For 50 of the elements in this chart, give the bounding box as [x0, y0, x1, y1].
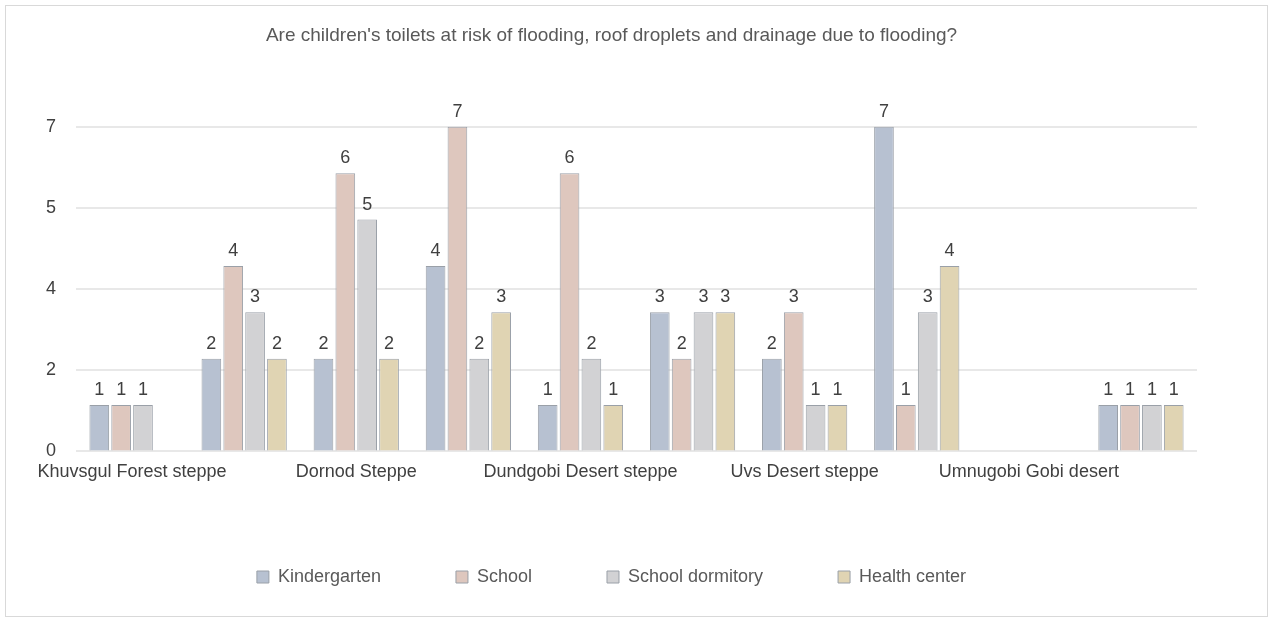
data-label: 1	[608, 379, 619, 399]
data-label: 1	[1168, 379, 1179, 399]
data-label: 2	[271, 332, 282, 353]
data-label: 2	[206, 332, 217, 353]
data-label: 3	[788, 286, 799, 307]
data-label: 3	[720, 286, 731, 307]
legend-label: School dormitory	[628, 565, 764, 586]
y-tick-label: 7	[46, 115, 57, 136]
legend-label: Kindergarten	[277, 565, 381, 586]
legend-label: Health center	[859, 565, 967, 586]
data-label: 4	[228, 239, 239, 260]
data-label: 1	[94, 379, 105, 399]
data-label: 2	[318, 332, 329, 353]
x-tick-label: Umnugobi Gobi desert	[938, 461, 1119, 482]
data-label: 3	[922, 286, 933, 307]
data-label: 3	[250, 286, 261, 307]
x-tick-label: Uvs Desert steppe	[730, 461, 879, 482]
data-label: 6	[340, 147, 351, 168]
data-label: 1	[137, 379, 148, 399]
data-label: 2	[586, 332, 597, 353]
y-tick-label: 4	[46, 278, 57, 299]
data-label: 2	[384, 332, 395, 353]
data-label: 6	[564, 147, 575, 168]
data-label: 4	[430, 239, 441, 260]
data-label: 1	[810, 379, 821, 399]
chart-title: Are children's toilets at risk of flooding, roof droplets and drainage due to flooding?	[265, 23, 958, 45]
x-tick-label: Khuvsgul Forest steppe	[37, 461, 227, 482]
y-tick-label: 5	[46, 196, 57, 217]
data-label: 1	[832, 379, 843, 399]
data-label: 2	[474, 332, 485, 353]
data-label: 3	[496, 286, 507, 307]
data-label: 1	[542, 379, 553, 399]
data-label: 3	[654, 286, 665, 307]
legend-label: School	[476, 565, 533, 586]
data-label: 2	[676, 332, 687, 353]
y-tick-label: 0	[46, 440, 57, 461]
data-label: 1	[1146, 379, 1157, 399]
data-label: 1	[1125, 379, 1136, 399]
data-label: 2	[766, 332, 777, 353]
data-label: 5	[362, 193, 373, 214]
data-label: 1	[116, 379, 127, 399]
data-label: 3	[698, 286, 709, 307]
data-label: 7	[452, 100, 463, 121]
x-tick-label: Dundgobi Desert steppe	[483, 461, 678, 482]
data-label: 1	[1103, 379, 1114, 399]
y-tick-label: 2	[46, 359, 57, 380]
x-tick-label: Dornod Steppe	[295, 461, 417, 482]
data-label: 7	[878, 100, 889, 121]
data-label: 4	[944, 239, 955, 260]
data-label: 1	[900, 379, 911, 399]
